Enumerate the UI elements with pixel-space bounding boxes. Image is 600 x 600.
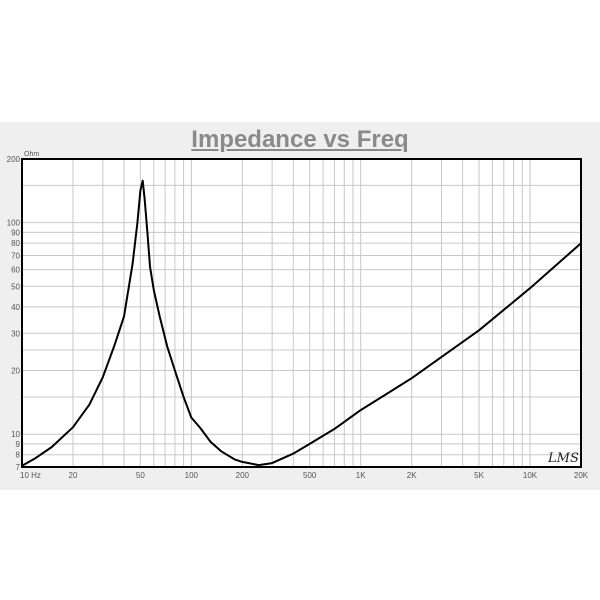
x-tick-label: 10K [523,471,538,480]
x-tick-label: 100 [185,471,199,480]
y-tick-label: 90 [11,228,20,237]
y-tick-label: 50 [11,282,20,291]
y-tick-label: 70 [11,251,20,260]
y-tick-label: 9 [16,440,21,449]
x-tick-label: 10 Hz [20,471,41,480]
impedance-curve [21,179,582,467]
x-tick-label: 2K [407,471,417,480]
x-tick-label: 1K [356,471,366,480]
y-tick-label: 40 [11,303,20,312]
x-tick-label: 20 [69,471,78,480]
y-tick-label: 200 [7,155,21,164]
chart-title: Impedance vs Freq [191,126,409,153]
x-tick-label: 20K [574,471,589,480]
y-tick-label: 7 [16,463,21,472]
x-tick-label: 50 [136,471,145,480]
y-tick-label: 20 [11,367,20,376]
plot-area [22,159,581,467]
x-tick-label: 500 [303,471,317,480]
x-tick-label: 200 [236,471,250,480]
x-tick-label: 5K [474,471,484,480]
plot-border [21,158,582,468]
y-tick-label: 8 [16,451,21,460]
y-tick-label: 100 [7,219,21,228]
y-axis-label: Ohm [24,151,39,158]
lms-watermark: LMS [547,451,579,466]
y-tick-label: 60 [11,266,20,275]
y-tick-label: 10 [11,430,20,439]
y-tick-label: 80 [11,239,20,248]
y-tick-label: 30 [11,329,20,338]
